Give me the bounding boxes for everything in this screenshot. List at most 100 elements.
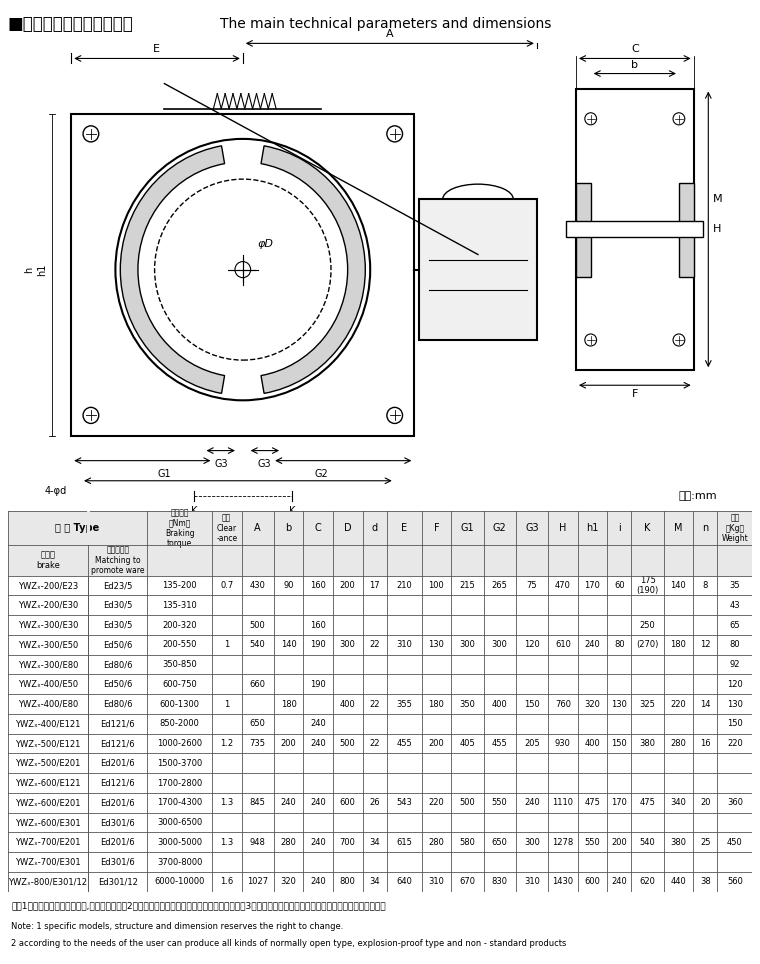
Text: h: h bbox=[24, 266, 34, 273]
Bar bbox=[8, 615, 752, 635]
Text: 310: 310 bbox=[524, 877, 540, 886]
Text: 240: 240 bbox=[612, 877, 627, 886]
Text: 2 according to the needs of the user can produce all kinds of normally open type: 2 according to the needs of the user can… bbox=[11, 939, 567, 948]
Text: 240: 240 bbox=[310, 877, 326, 886]
Text: 130: 130 bbox=[727, 700, 743, 709]
Text: Ed201/6: Ed201/6 bbox=[100, 838, 135, 846]
Bar bbox=[679, 183, 694, 277]
Text: 400: 400 bbox=[340, 700, 356, 709]
Text: G3: G3 bbox=[214, 459, 228, 469]
Text: 220: 220 bbox=[429, 798, 445, 807]
Text: YWZₓ-600/E121: YWZₓ-600/E121 bbox=[15, 779, 81, 788]
Text: 180: 180 bbox=[429, 700, 445, 709]
Text: 280: 280 bbox=[280, 838, 296, 846]
Bar bbox=[8, 546, 752, 576]
Text: Ed30/5: Ed30/5 bbox=[103, 601, 132, 610]
Text: 170: 170 bbox=[611, 798, 627, 807]
Text: M: M bbox=[713, 194, 723, 204]
Text: i: i bbox=[618, 523, 621, 533]
Text: 1700-2800: 1700-2800 bbox=[157, 779, 202, 788]
Text: 140: 140 bbox=[280, 640, 296, 650]
Text: G2: G2 bbox=[492, 523, 506, 533]
Text: K: K bbox=[289, 506, 295, 516]
Text: 60: 60 bbox=[614, 581, 625, 590]
Text: 1.2: 1.2 bbox=[220, 739, 233, 748]
Text: E: E bbox=[153, 44, 160, 54]
Text: YWZₓ-200/E30: YWZₓ-200/E30 bbox=[17, 601, 78, 610]
Bar bbox=[8, 511, 752, 546]
Text: 190: 190 bbox=[310, 680, 326, 689]
Text: 16: 16 bbox=[700, 739, 711, 748]
Text: A: A bbox=[386, 29, 394, 40]
Text: 350: 350 bbox=[460, 700, 475, 709]
Text: YWZₓ-500/E121: YWZₓ-500/E121 bbox=[15, 739, 81, 748]
Bar bbox=[8, 576, 752, 596]
Text: 1430: 1430 bbox=[553, 877, 573, 886]
Text: G3: G3 bbox=[525, 523, 539, 533]
Bar bbox=[71, 114, 414, 436]
Text: 130: 130 bbox=[429, 640, 445, 650]
Text: 22: 22 bbox=[369, 739, 380, 748]
Text: 340: 340 bbox=[670, 798, 686, 807]
Text: 100: 100 bbox=[429, 581, 445, 590]
Text: 760: 760 bbox=[555, 700, 571, 709]
Text: 3000-6500: 3000-6500 bbox=[157, 818, 202, 827]
Text: 退距
Clear
-ance: 退距 Clear -ance bbox=[216, 513, 237, 543]
Text: 540: 540 bbox=[640, 838, 655, 846]
Text: 80: 80 bbox=[614, 640, 625, 650]
Bar bbox=[8, 852, 752, 872]
Text: C: C bbox=[631, 44, 638, 54]
Text: 600-750: 600-750 bbox=[163, 680, 197, 689]
Text: 型 号 Type: 型 号 Type bbox=[55, 523, 100, 533]
Text: b: b bbox=[286, 523, 292, 533]
Text: 175
(190): 175 (190) bbox=[636, 576, 659, 595]
Text: 80: 80 bbox=[730, 640, 740, 650]
Text: 300: 300 bbox=[460, 640, 475, 650]
Text: 800: 800 bbox=[340, 877, 356, 886]
Text: 190: 190 bbox=[310, 640, 326, 650]
Text: 150: 150 bbox=[727, 719, 743, 728]
Text: 150: 150 bbox=[524, 700, 540, 709]
Text: YWZₓ-600/E301: YWZₓ-600/E301 bbox=[15, 818, 81, 827]
Text: h1: h1 bbox=[586, 523, 599, 533]
Text: 400: 400 bbox=[584, 739, 600, 748]
Text: 17: 17 bbox=[369, 581, 380, 590]
Text: 150: 150 bbox=[612, 739, 627, 748]
Text: 610: 610 bbox=[555, 640, 571, 650]
Bar bbox=[8, 773, 752, 793]
Text: 380: 380 bbox=[639, 739, 656, 748]
Text: 405: 405 bbox=[460, 739, 475, 748]
Text: 845: 845 bbox=[250, 798, 265, 807]
Text: 25: 25 bbox=[700, 838, 711, 846]
Text: 250: 250 bbox=[640, 621, 655, 629]
Text: 700: 700 bbox=[340, 838, 356, 846]
Text: 38: 38 bbox=[700, 877, 711, 886]
Text: F: F bbox=[632, 389, 638, 399]
Text: 850-2000: 850-2000 bbox=[160, 719, 200, 728]
Text: Ed301/6: Ed301/6 bbox=[100, 858, 135, 867]
Text: Ed30/5: Ed30/5 bbox=[103, 621, 132, 629]
Text: 制动力矩
（Nm）
Braking
torque: 制动力矩 （Nm） Braking torque bbox=[165, 508, 195, 549]
Text: 6000-10000: 6000-10000 bbox=[154, 877, 205, 886]
Text: YWZₓ-500/E201: YWZₓ-500/E201 bbox=[15, 759, 81, 767]
Text: 12: 12 bbox=[700, 640, 711, 650]
Text: 380: 380 bbox=[670, 838, 686, 846]
Text: 355: 355 bbox=[396, 700, 412, 709]
Text: 200-320: 200-320 bbox=[163, 621, 197, 629]
Text: 580: 580 bbox=[460, 838, 475, 846]
Text: A: A bbox=[255, 523, 261, 533]
Text: The main technical parameters and dimensions: The main technical parameters and dimens… bbox=[220, 17, 551, 31]
Text: YWZₓ-400/E121: YWZₓ-400/E121 bbox=[15, 719, 81, 728]
Text: 350-850: 350-850 bbox=[163, 660, 197, 669]
Text: YWZₓ-300/E50: YWZₓ-300/E50 bbox=[17, 640, 78, 650]
Text: 8: 8 bbox=[703, 581, 708, 590]
Text: 200-550: 200-550 bbox=[163, 640, 197, 650]
Text: 660: 660 bbox=[249, 680, 266, 689]
Text: YWZₓ-300/E80: YWZₓ-300/E80 bbox=[17, 660, 78, 669]
Text: 140: 140 bbox=[670, 581, 686, 590]
Text: H: H bbox=[559, 523, 566, 533]
Text: 240: 240 bbox=[584, 640, 600, 650]
Text: 1.3: 1.3 bbox=[220, 798, 233, 807]
Text: K: K bbox=[191, 506, 197, 516]
Text: 210: 210 bbox=[396, 581, 412, 590]
